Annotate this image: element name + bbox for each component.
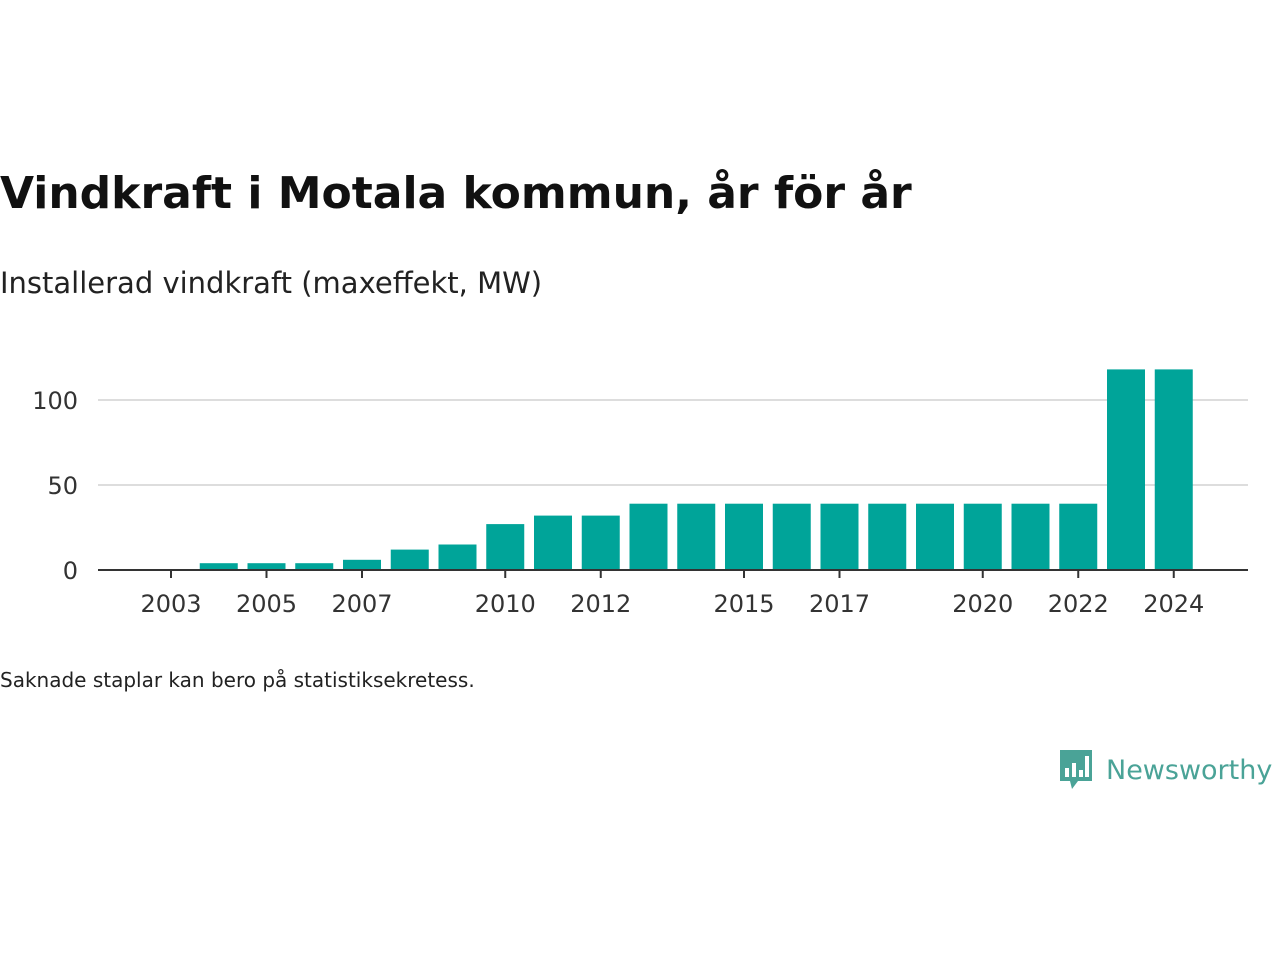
newsworthy-bar-chart-icon — [1060, 750, 1092, 789]
bar-2024 — [1154, 369, 1193, 570]
bar-2023 — [1107, 369, 1145, 570]
x-tick-label: 2022 — [1048, 590, 1109, 618]
x-tick-label: 2003 — [140, 590, 201, 618]
footnote: Saknade staplar kan bero på statistiksek… — [0, 668, 475, 692]
chart-subtitle: Installerad vindkraft (maxeffekt, MW) — [0, 266, 543, 300]
x-tick-label: 2007 — [331, 590, 392, 618]
bar-2021 — [1011, 503, 1050, 570]
gridlines — [98, 399, 1248, 486]
x-tick-label: 2005 — [236, 590, 297, 618]
bar-2016 — [772, 503, 811, 570]
bar-2011 — [534, 515, 572, 570]
bar-2007 — [343, 559, 381, 570]
y-tick-label: 0 — [63, 557, 78, 585]
bar-2020 — [963, 503, 1002, 570]
x-tick-label: 2020 — [952, 590, 1013, 618]
bar-2010 — [486, 524, 525, 570]
bar-2004 — [199, 563, 238, 570]
x-tick-label: 2012 — [570, 590, 631, 618]
bar-2012 — [581, 515, 620, 570]
axes: 0 50 100 2003 2005 2007 2010 2012 2015 2017 2020 20… — [32, 387, 1248, 618]
bar-2022 — [1059, 503, 1098, 570]
bar-2005 — [247, 563, 286, 570]
y-tick-label: 100 — [32, 387, 78, 415]
bar-chart: 0 50 100 2003 2005 2007 2010 2012 2015 2017 2020 20… — [32, 369, 1248, 618]
y-tick-label: 50 — [47, 472, 78, 500]
bar-2014 — [677, 503, 716, 570]
bar-2015 — [725, 503, 763, 570]
x-tick-label: 2024 — [1143, 590, 1204, 618]
bar-2018 — [868, 503, 907, 570]
bar-2019 — [916, 503, 954, 570]
bar-2013 — [629, 503, 668, 570]
x-tick-label: 2015 — [713, 590, 774, 618]
bar-2009 — [438, 544, 477, 570]
bar-2006 — [295, 563, 334, 570]
chart-title: Vindkraft i Motala kommun, år för år — [0, 168, 912, 219]
brand-name: Newsworthy — [1106, 754, 1273, 786]
x-tick-label: 2010 — [475, 590, 536, 618]
bar-2017 — [820, 503, 859, 570]
bars — [199, 369, 1193, 570]
x-tick-label: 2017 — [809, 590, 870, 618]
bar-2008 — [390, 549, 429, 570]
brand-logo: Newsworthy — [1058, 748, 1272, 792]
